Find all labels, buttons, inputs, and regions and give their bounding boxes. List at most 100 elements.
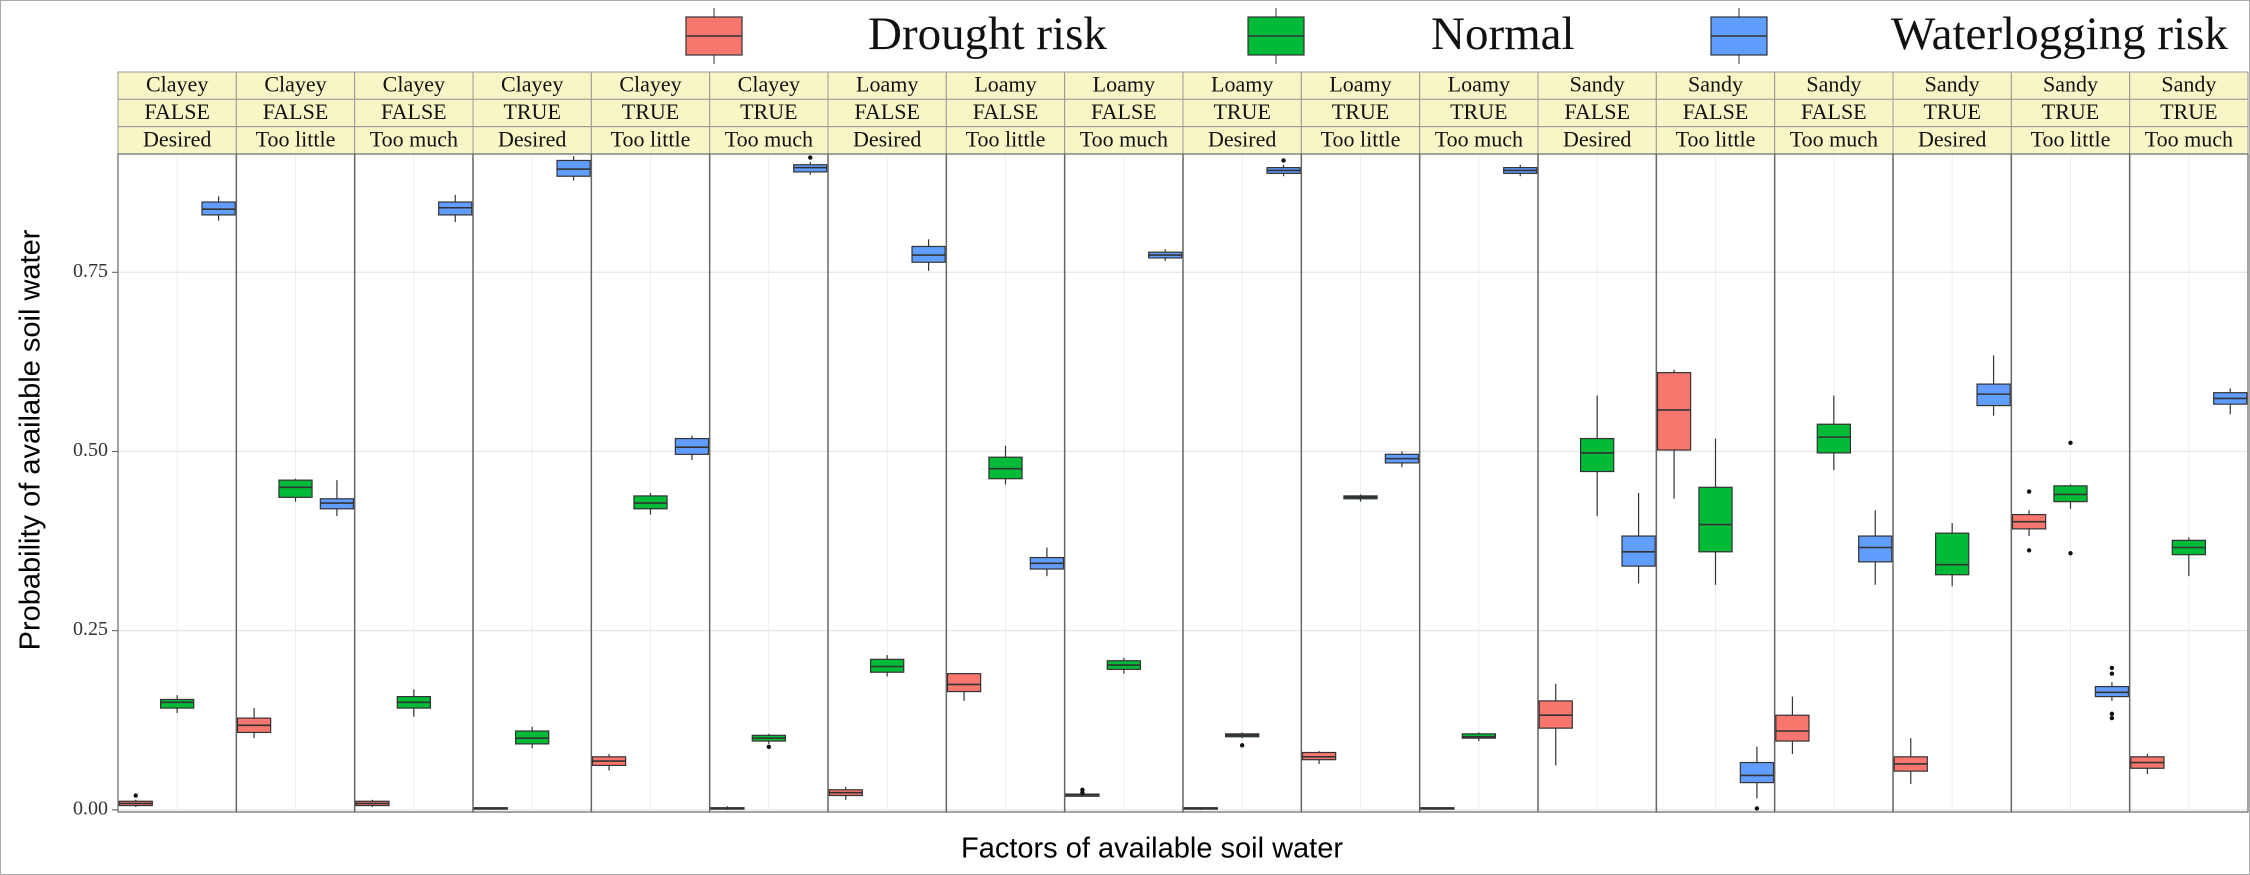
facet-label: TRUE (503, 99, 560, 124)
y-tick-label: 0.25 (73, 618, 108, 640)
box (396, 689, 431, 717)
facet-strip (1064, 126, 1184, 155)
facet-label: FALSE (1091, 99, 1157, 124)
facet-label: Desired (498, 126, 566, 151)
box (1384, 451, 1420, 468)
facet-label: Desired (1918, 126, 1986, 151)
facet-label: Loamy (1093, 72, 1155, 97)
facet-label: TRUE (1332, 99, 1389, 124)
box (1420, 806, 1455, 810)
facet-label: Too little (611, 126, 691, 151)
facet-strip (2129, 71, 2249, 100)
facet-label: TRUE (2160, 99, 2217, 124)
legend-label: Normal (1431, 8, 1575, 60)
box (828, 786, 863, 800)
outlier (133, 793, 138, 798)
outlier (2068, 551, 2073, 556)
facet-label: Loamy (1329, 72, 1391, 97)
box (278, 478, 313, 502)
facet-strip (1064, 71, 1184, 100)
facet-label: FALSE (263, 99, 329, 124)
box (1503, 164, 1538, 177)
facet-label: FALSE (1564, 99, 1630, 124)
y-tick-label: 0.75 (73, 260, 108, 282)
box (1183, 806, 1218, 810)
box (319, 480, 355, 516)
x-axis-title: Factors of available soil water (961, 833, 1343, 865)
facet-strip (1419, 126, 1539, 155)
facet-label: Clayey (501, 72, 563, 97)
box (1858, 510, 1893, 585)
box-body (1858, 535, 1893, 563)
facet-strip (354, 71, 474, 100)
facet-strip (1182, 71, 1302, 100)
facet-label: Sandy (2161, 72, 2216, 97)
box (1934, 523, 1970, 587)
facet-label: Sandy (1570, 72, 1625, 97)
facet-label: Loamy (1448, 72, 1510, 97)
box (355, 799, 390, 807)
facet-label: TRUE (1450, 99, 1507, 124)
box (1579, 395, 1615, 516)
facet-label: TRUE (1213, 99, 1270, 124)
box (2094, 665, 2130, 721)
facet-label: Too much (1790, 126, 1878, 151)
box (1621, 493, 1656, 584)
facet-label: FALSE (1683, 99, 1749, 124)
outlier (1754, 806, 1760, 811)
facet-label: Too little (1321, 126, 1401, 151)
outlier (2109, 671, 2115, 676)
facet-label: Clayey (146, 72, 208, 97)
facet-strip (117, 126, 237, 155)
box (1656, 369, 1692, 499)
outlier (2109, 715, 2115, 721)
facet-label: Too much (1435, 126, 1523, 151)
box (1976, 355, 2011, 416)
facet-strip (1300, 98, 1421, 128)
facet-label: Desired (853, 126, 921, 151)
plot-frame (117, 153, 2249, 813)
facet-label: Clayey (619, 72, 681, 97)
facet-strip (235, 98, 356, 128)
box (1224, 732, 1260, 748)
facet-label: Desired (1563, 126, 1631, 151)
box (946, 673, 982, 701)
facet-label: Sandy (2043, 72, 2098, 97)
facet-label: Loamy (1211, 72, 1273, 97)
box-body (1816, 423, 1852, 454)
facet-label: Clayey (738, 72, 800, 97)
facet-strip (2010, 71, 2131, 100)
box-body (1934, 532, 1970, 576)
box (514, 726, 550, 749)
facet-strip (235, 71, 356, 100)
facet-label: FALSE (854, 99, 920, 124)
box (1266, 158, 1301, 177)
facet-strip (1774, 126, 1894, 155)
box (2053, 440, 2088, 556)
facet-strip (827, 71, 947, 100)
facet-strip (2129, 98, 2249, 128)
facet-strip (472, 98, 592, 128)
box (1538, 683, 1573, 766)
box (1461, 732, 1497, 742)
facet-strip (1064, 98, 1184, 128)
box (911, 239, 946, 271)
facet-label: Clayey (383, 72, 445, 97)
box (2011, 489, 2047, 553)
facet-label: Clayey (264, 72, 326, 97)
facet-label: Too little (966, 126, 1046, 151)
box (1029, 547, 1065, 577)
box (473, 806, 508, 810)
facet-label: Desired (143, 126, 211, 151)
facet-label: Desired (1208, 126, 1276, 151)
facet-strip (472, 71, 592, 100)
box (710, 806, 745, 810)
facet-strip (1655, 98, 1776, 128)
facet-label: TRUE (1923, 99, 1980, 124)
facet-strip (709, 98, 829, 128)
box (2213, 388, 2248, 415)
box (438, 194, 473, 223)
facet-strip (709, 71, 829, 100)
facet-label: Too much (2145, 126, 2233, 151)
facet-strip (590, 126, 711, 155)
